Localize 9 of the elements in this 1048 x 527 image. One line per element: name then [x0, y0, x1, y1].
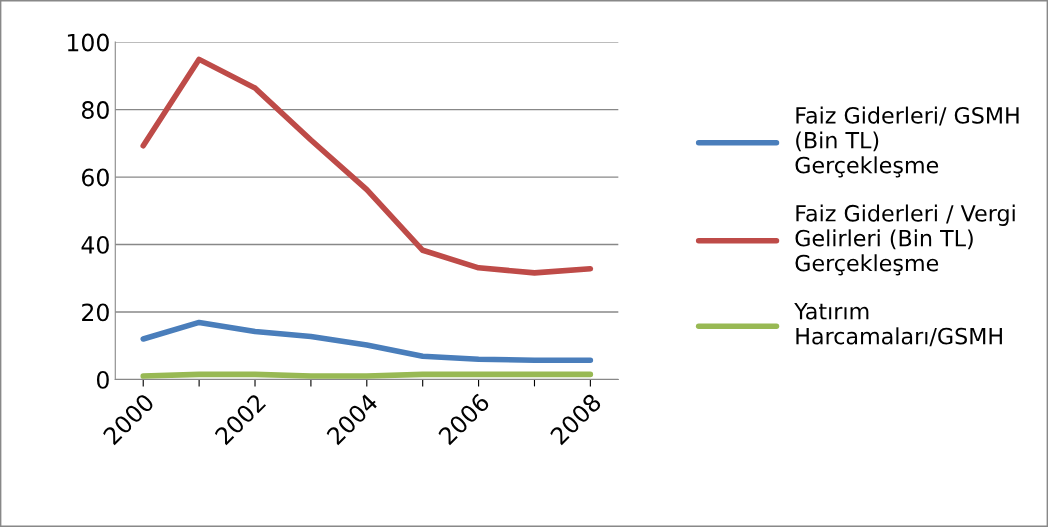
y-tick-label: 100	[67, 33, 109, 52]
legend-label: Faiz Giderleri/ GSMH (Bin TL) Gerçekleşme	[795, 106, 1019, 178]
y-tick-label: 20	[82, 303, 109, 322]
legend-label: Faiz Giderleri / Vergi Gelirleri (Bin TL) Gerçekleşme	[795, 204, 1015, 276]
legend-label: Yatırım Harcamaları/GSMH	[794, 303, 1002, 347]
y-tick-label: 0	[96, 370, 109, 389]
y-tick-label: 80	[81, 101, 109, 119]
y-tick-label: 60	[82, 168, 109, 187]
y-tick-label: 40	[81, 235, 109, 254]
